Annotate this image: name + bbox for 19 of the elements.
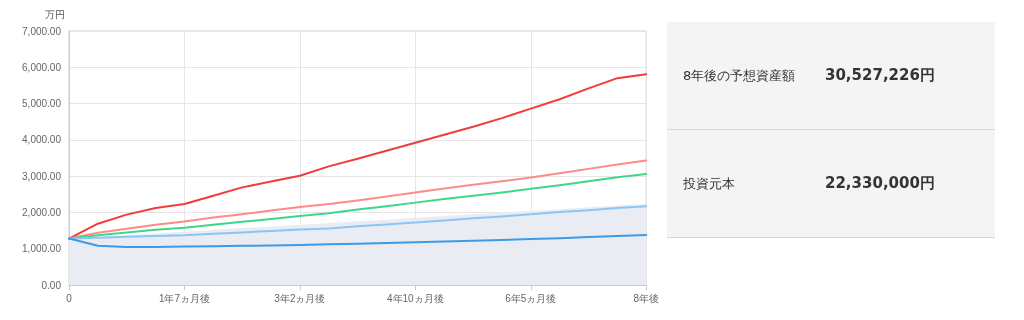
text: 30,527,226円 xyxy=(825,66,935,85)
y-tick-label: 0.00 xyxy=(41,279,62,291)
y-tick-label: 1,000.00 xyxy=(22,243,62,255)
x-tick-label: 6年5ヵ月後 xyxy=(505,292,557,304)
text: 投資元本 xyxy=(683,174,736,193)
y-axis-title: 万円 xyxy=(45,8,65,20)
y-tick-label: 3,000.00 xyxy=(22,170,62,182)
y-tick-label: 6,000.00 xyxy=(22,61,62,73)
x-tick-label: 1年7ヵ月後 xyxy=(158,292,211,304)
text: 22,330,000円 xyxy=(825,174,935,193)
x-tick-label: 0 xyxy=(66,292,73,304)
text: 8年後の予想資産額 xyxy=(683,66,797,85)
y-tick-label: 7,000.00 xyxy=(22,25,62,37)
y-tick-label: 4,000.00 xyxy=(22,134,62,146)
y-tick-label: 5,000.00 xyxy=(22,98,62,110)
x-tick-label: 3年2ヵ月後 xyxy=(274,292,326,304)
y-tick-label: 2,000.00 xyxy=(22,206,62,218)
x-tick-label: 8年後 xyxy=(633,292,659,304)
x-tick-label: 4年10ヵ月後 xyxy=(386,292,444,304)
